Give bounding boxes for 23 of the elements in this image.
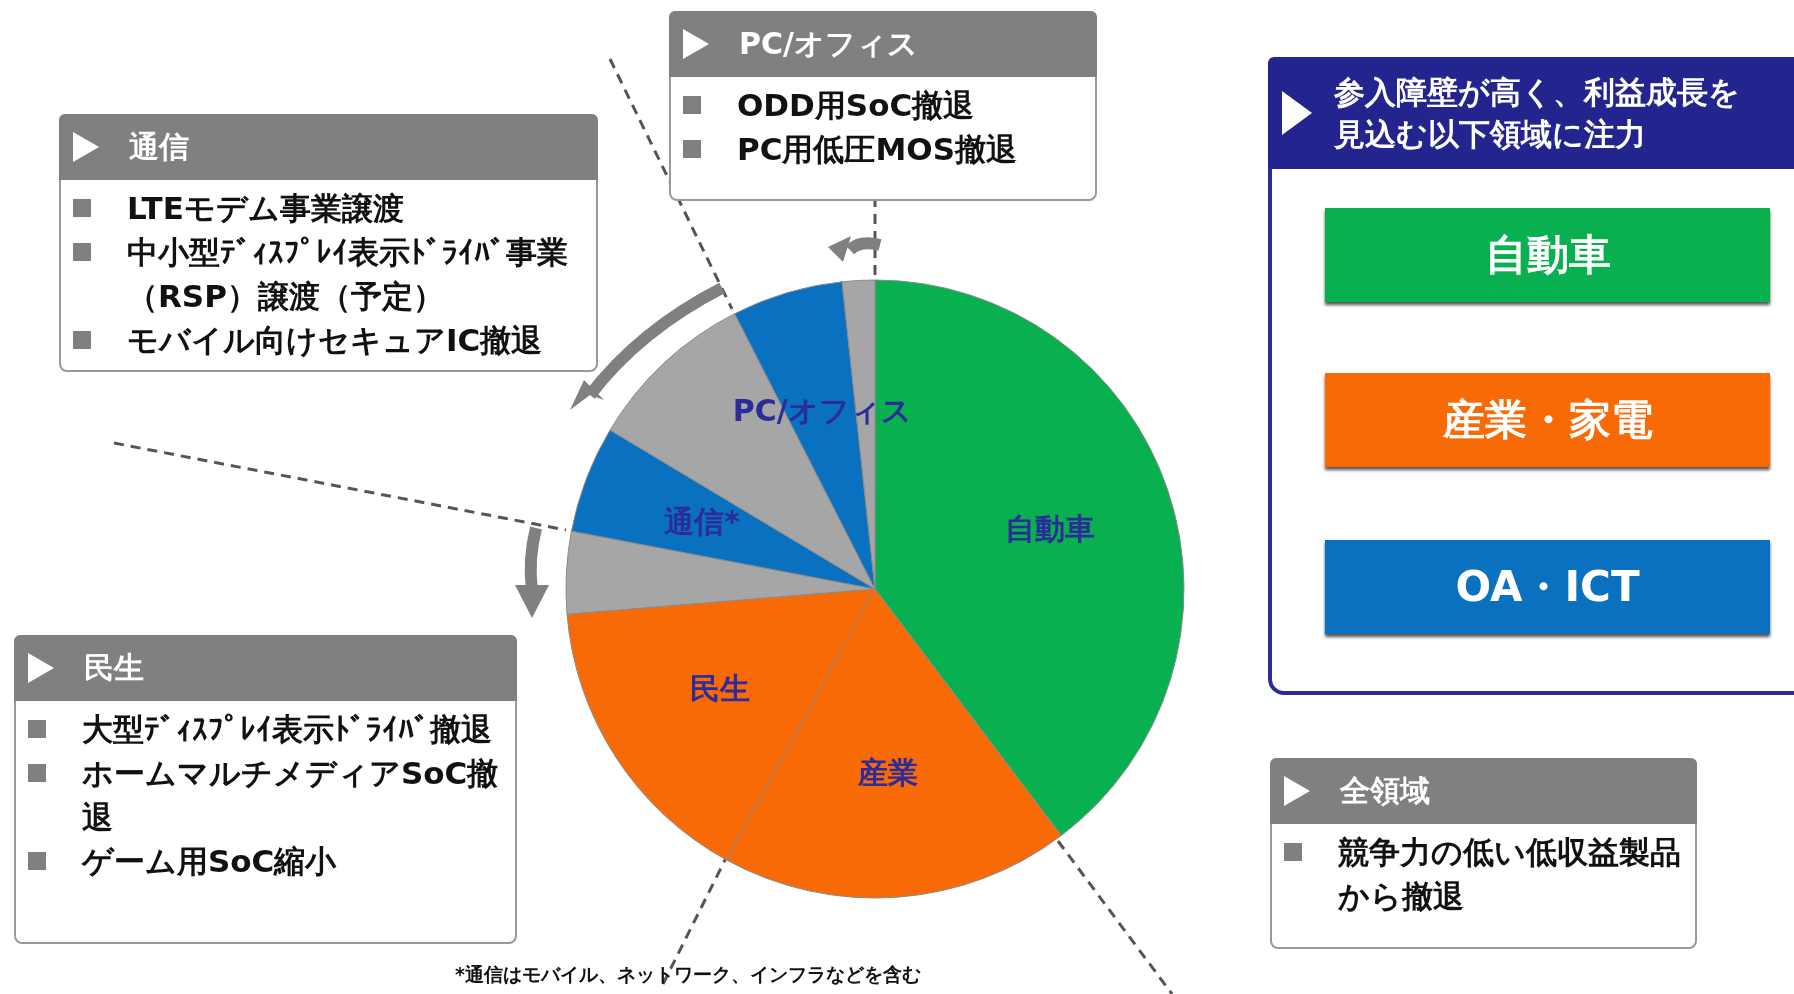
text: 自動車 [1325, 208, 1770, 302]
text: 民生 [84, 648, 144, 687]
text: 大型ﾃﾞｨｽﾌﾟﾚｲ表示ﾄﾞﾗｲﾊﾞ撤退 [82, 710, 492, 749]
slice-label: 産業 [857, 754, 919, 790]
text: 全領域 [1340, 771, 1430, 810]
text: 参入障壁が高く、利益成長を見込む以下領域に注力 [1334, 73, 1741, 154]
text: 中小型ﾃﾞｨｽﾌﾟﾚｲ表示ﾄﾞﾗｲﾊﾞ事業（RSP）譲渡（予定） [127, 233, 569, 316]
text: 産業・家電 [1325, 373, 1770, 467]
slice-label: 民生 [689, 670, 750, 706]
text: LTEモデム事業譲渡 [127, 189, 404, 228]
text: PC/オフィス [739, 24, 918, 63]
text: *通信はモバイル、ネットワーク、インフラなどを含む [455, 962, 921, 987]
text: モバイル向けセキュアIC撤退 [127, 321, 543, 360]
text: 通信 [129, 127, 189, 166]
slice-label: PC/オフィス [732, 392, 912, 428]
text: 競争力の低い低収益製品から撤退 [1338, 833, 1682, 916]
text: PC用低圧MOS撤退 [737, 130, 1017, 169]
slice-label: 通信* [664, 504, 741, 540]
text: ホームマルチメディアSoC撤退 [82, 754, 500, 837]
text: ゲーム用SoC縮小 [82, 842, 337, 881]
text: OA・ICT [1325, 540, 1770, 634]
slice-label: 自動車 [1005, 511, 1096, 547]
text: ODD用SoC撤退 [737, 86, 975, 125]
